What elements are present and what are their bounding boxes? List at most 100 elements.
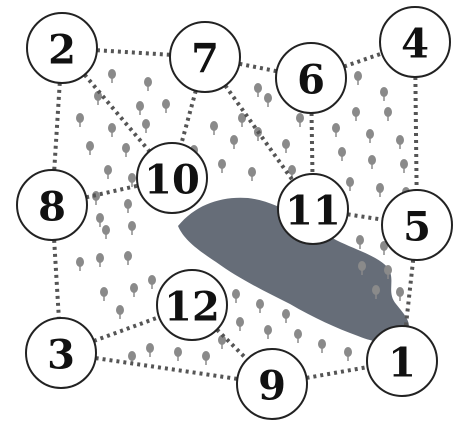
tree-icon xyxy=(128,221,136,235)
node-circle xyxy=(16,169,88,241)
node-4: 4 xyxy=(379,6,451,78)
tree-icon xyxy=(368,155,376,169)
node-12: 12 xyxy=(156,269,228,341)
node-9: 9 xyxy=(236,348,308,420)
node-circle xyxy=(156,269,228,341)
node-label: 10 xyxy=(144,157,200,204)
node-circle xyxy=(379,6,451,78)
tree-icon xyxy=(296,113,304,127)
lake-shape xyxy=(178,197,410,343)
node-11: 11 xyxy=(277,173,349,245)
node-circle xyxy=(169,21,241,93)
tree-icon xyxy=(96,253,104,267)
tree-icon xyxy=(264,325,272,339)
tree-icon xyxy=(384,265,392,279)
node-10: 10 xyxy=(136,142,208,214)
node-label: 5 xyxy=(403,204,431,251)
tree-icon xyxy=(108,69,116,83)
node-label: 4 xyxy=(401,21,429,68)
tree-icon xyxy=(202,351,210,365)
tree-icon xyxy=(144,77,152,91)
tree-icon xyxy=(396,135,404,149)
tree-icon xyxy=(366,129,374,143)
node-label: 9 xyxy=(258,363,286,410)
node-1: 1 xyxy=(366,325,438,397)
tree-icon xyxy=(282,139,290,153)
tree-icon xyxy=(396,287,404,301)
tree-icon xyxy=(142,119,150,133)
tree-icon xyxy=(124,199,132,213)
tree-icon xyxy=(108,123,116,137)
tree-icon xyxy=(102,225,110,239)
node-6: 6 xyxy=(275,42,347,114)
tree-icon xyxy=(354,71,362,85)
node-3: 3 xyxy=(25,317,97,389)
tree-icon xyxy=(230,135,238,149)
tree-icon xyxy=(256,299,264,313)
tree-icon xyxy=(346,177,354,191)
node-label: 8 xyxy=(38,184,66,231)
tree-icon xyxy=(130,283,138,297)
node-7: 7 xyxy=(169,21,241,93)
tree-icon xyxy=(344,347,352,361)
tree-icon xyxy=(236,317,244,331)
tree-icon xyxy=(94,91,102,105)
node-label: 12 xyxy=(164,284,220,331)
tree-icon xyxy=(218,159,226,173)
tree-icon xyxy=(372,285,380,299)
tree-icon xyxy=(162,99,170,113)
tree-icon xyxy=(92,191,100,205)
tree-icon xyxy=(148,275,156,289)
node-circle xyxy=(136,142,208,214)
node-label: 11 xyxy=(285,188,341,235)
path-edge-2-8 xyxy=(50,47,64,206)
node-label: 3 xyxy=(47,332,75,379)
tree-icon xyxy=(174,347,182,361)
tree-icon xyxy=(76,257,84,271)
node-label: 7 xyxy=(191,36,219,83)
node-2: 2 xyxy=(26,12,98,84)
tree-icon xyxy=(282,309,290,323)
tree-icon xyxy=(294,329,302,343)
tree-icon xyxy=(210,121,218,135)
tree-icon xyxy=(356,235,364,249)
node-5: 5 xyxy=(381,189,453,261)
tree-icon xyxy=(338,147,346,161)
node-label: 1 xyxy=(388,340,416,387)
tree-icon xyxy=(384,107,392,121)
node-circle xyxy=(277,173,349,245)
tree-icon xyxy=(358,261,366,275)
tree-icon xyxy=(136,101,144,115)
tree-icon xyxy=(254,83,262,97)
tree-icon xyxy=(248,167,256,181)
node-label: 6 xyxy=(297,57,325,104)
tree-icon xyxy=(376,183,384,197)
tree-icon xyxy=(332,123,340,137)
tree-icon xyxy=(264,93,272,107)
tree-icon xyxy=(96,213,104,227)
node-label: 2 xyxy=(48,27,76,74)
tree-icon xyxy=(116,305,124,319)
tree-icon xyxy=(400,159,408,173)
tree-icon xyxy=(146,343,154,357)
tree-icon xyxy=(100,287,108,301)
tree-icon xyxy=(128,173,136,187)
tree-icon xyxy=(104,165,112,179)
node-circle xyxy=(236,348,308,420)
tree-icon xyxy=(318,339,326,353)
node-circle xyxy=(366,325,438,397)
tree-icon xyxy=(76,113,84,127)
node-circle xyxy=(26,12,98,84)
tree-icon xyxy=(122,143,130,157)
tree-icon xyxy=(86,141,94,155)
node-8: 8 xyxy=(16,169,88,241)
tree-icon xyxy=(352,107,360,121)
tree-icon xyxy=(238,113,246,127)
node-circle xyxy=(275,42,347,114)
tree-icon xyxy=(380,241,388,255)
tree-icon xyxy=(124,251,132,265)
node-circle xyxy=(25,317,97,389)
tree-icon xyxy=(232,289,240,303)
